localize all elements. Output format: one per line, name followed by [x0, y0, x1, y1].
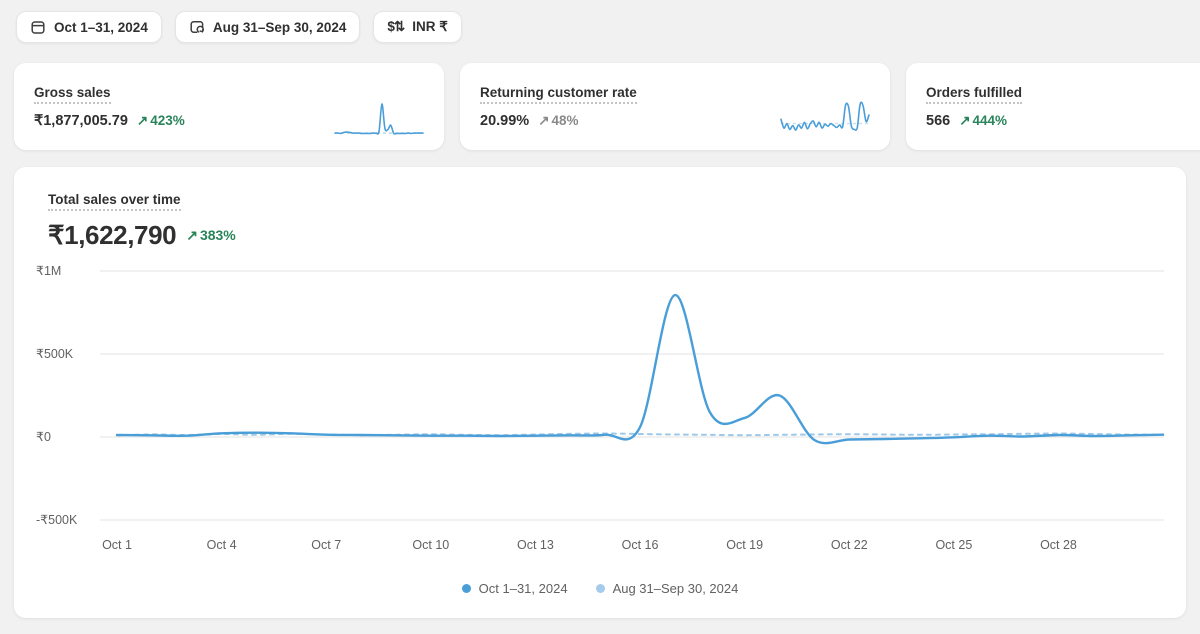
legend-dot-previous: [595, 584, 605, 593]
y-axis-tick: ₹1M: [36, 264, 62, 278]
metric-title-gross-sales[interactable]: Gross sales: [34, 84, 111, 104]
chart-legend: Oct 1–31, 2024 Aug 31–Sep 30, 2024: [14, 581, 1186, 596]
metric-value: 566: [926, 113, 951, 129]
trend-up-icon: ↗: [186, 227, 198, 243]
toolbar: Oct 1–31, 2024 Aug 31–Sep 30, 2024 $⇅ IN…: [0, 0, 1200, 43]
x-axis-tick: Oct 16: [621, 538, 659, 552]
metrics-row: Gross sales ₹1,877,005.79 ↗ 423% Returnin…: [14, 63, 1200, 150]
metric-value-row: 20.99% ↗ 48%: [480, 113, 870, 129]
compare-range-button[interactable]: Aug 31–Sep 30, 2024: [174, 11, 361, 43]
compare-range-label: Aug 31–Sep 30, 2024: [212, 19, 347, 35]
returning-rate-sparkline: [780, 101, 870, 131]
total-sales-chart-card: Total sales over time ₹1,622,790 ↗ 383% ₹…: [14, 167, 1186, 618]
delta-value: 423%: [150, 113, 185, 128]
legend-item-current: Oct 1–31, 2024: [461, 581, 568, 596]
metric-title-orders-fulfilled[interactable]: Orders fulfilled: [926, 84, 1023, 104]
legend-item-previous: Aug 31–Sep 30, 2024: [595, 581, 739, 596]
legend-dot-current: [461, 584, 471, 593]
compare-dates-icon: [189, 19, 205, 35]
chart-value-row: ₹1,622,790 ↗ 383%: [48, 220, 236, 251]
total-sales-chart-svg: [100, 270, 1165, 521]
x-axis-tick: Oct 13: [517, 538, 554, 552]
x-axis-tick: Oct 10: [412, 538, 450, 552]
delta-badge: ↗ 48%: [538, 113, 578, 129]
date-range-label: Oct 1–31, 2024: [54, 19, 148, 35]
legend-label-current: Oct 1–31, 2024: [478, 581, 568, 596]
y-axis-tick: ₹500K: [36, 347, 74, 361]
trend-up-icon: ↗: [959, 113, 971, 128]
chart-plot-area: ₹1M ₹500K ₹0 -₹500K Oct 1 Oct 4 Oct 7 Oct 10 Oct…: [14, 167, 1186, 618]
y-axis-tick: -₹500K: [36, 513, 78, 527]
metric-value-row: ₹1,877,005.79 ↗ 423%: [34, 113, 424, 129]
trend-up-icon: ↗: [136, 113, 149, 128]
currency-label: INR ₹: [412, 19, 448, 34]
metric-title-returning-rate[interactable]: Returning customer rate: [480, 84, 637, 104]
metric-card-gross-sales: Gross sales ₹1,877,005.79 ↗ 423%: [14, 63, 444, 150]
x-axis-tick: Oct 1: [102, 538, 132, 552]
metric-card-orders-fulfilled: Orders fulfilled 566 ↗ 444%: [906, 63, 1200, 150]
x-axis-tick: Oct 4: [206, 538, 237, 552]
delta-badge: ↗ 444%: [959, 113, 1007, 129]
metric-card-returning-rate: Returning customer rate 20.99% ↗ 48%: [460, 63, 890, 150]
delta-badge: ↗ 423%: [137, 113, 185, 129]
x-axis-tick: Oct 28: [1040, 538, 1077, 552]
x-axis-tick: Oct 25: [935, 538, 973, 552]
chart-delta-badge: ↗ 383%: [186, 227, 236, 244]
currency-selector-button[interactable]: $⇅ INR ₹: [373, 11, 462, 43]
analytics-dashboard: Oct 1–31, 2024 Aug 31–Sep 30, 2024 $⇅ IN…: [0, 0, 1200, 618]
delta-value: 48%: [551, 113, 579, 128]
calendar-icon: [30, 19, 46, 35]
metric-value: 20.99%: [480, 113, 530, 129]
x-axis-tick: Oct 22: [830, 538, 868, 552]
x-axis-tick: Oct 7: [311, 538, 342, 552]
date-range-button[interactable]: Oct 1–31, 2024: [16, 11, 162, 43]
y-axis-tick: ₹0: [36, 430, 51, 444]
delta-value: 444%: [972, 113, 1008, 128]
legend-label-previous: Aug 31–Sep 30, 2024: [612, 581, 739, 596]
chart-header: Total sales over time ₹1,622,790 ↗ 383%: [48, 191, 236, 251]
trend-up-icon: ↗: [538, 113, 550, 128]
chart-title[interactable]: Total sales over time: [48, 191, 181, 211]
delta-value: 383%: [199, 227, 236, 243]
gross-sales-sparkline: [334, 103, 424, 135]
currency-exchange-icon: $⇅: [387, 19, 405, 34]
chart-total-value: ₹1,622,790: [48, 220, 177, 250]
x-axis-tick: Oct 19: [726, 538, 764, 552]
metric-value: ₹1,877,005.79: [34, 113, 128, 129]
metric-value-row: 566 ↗ 444%: [926, 113, 1200, 129]
